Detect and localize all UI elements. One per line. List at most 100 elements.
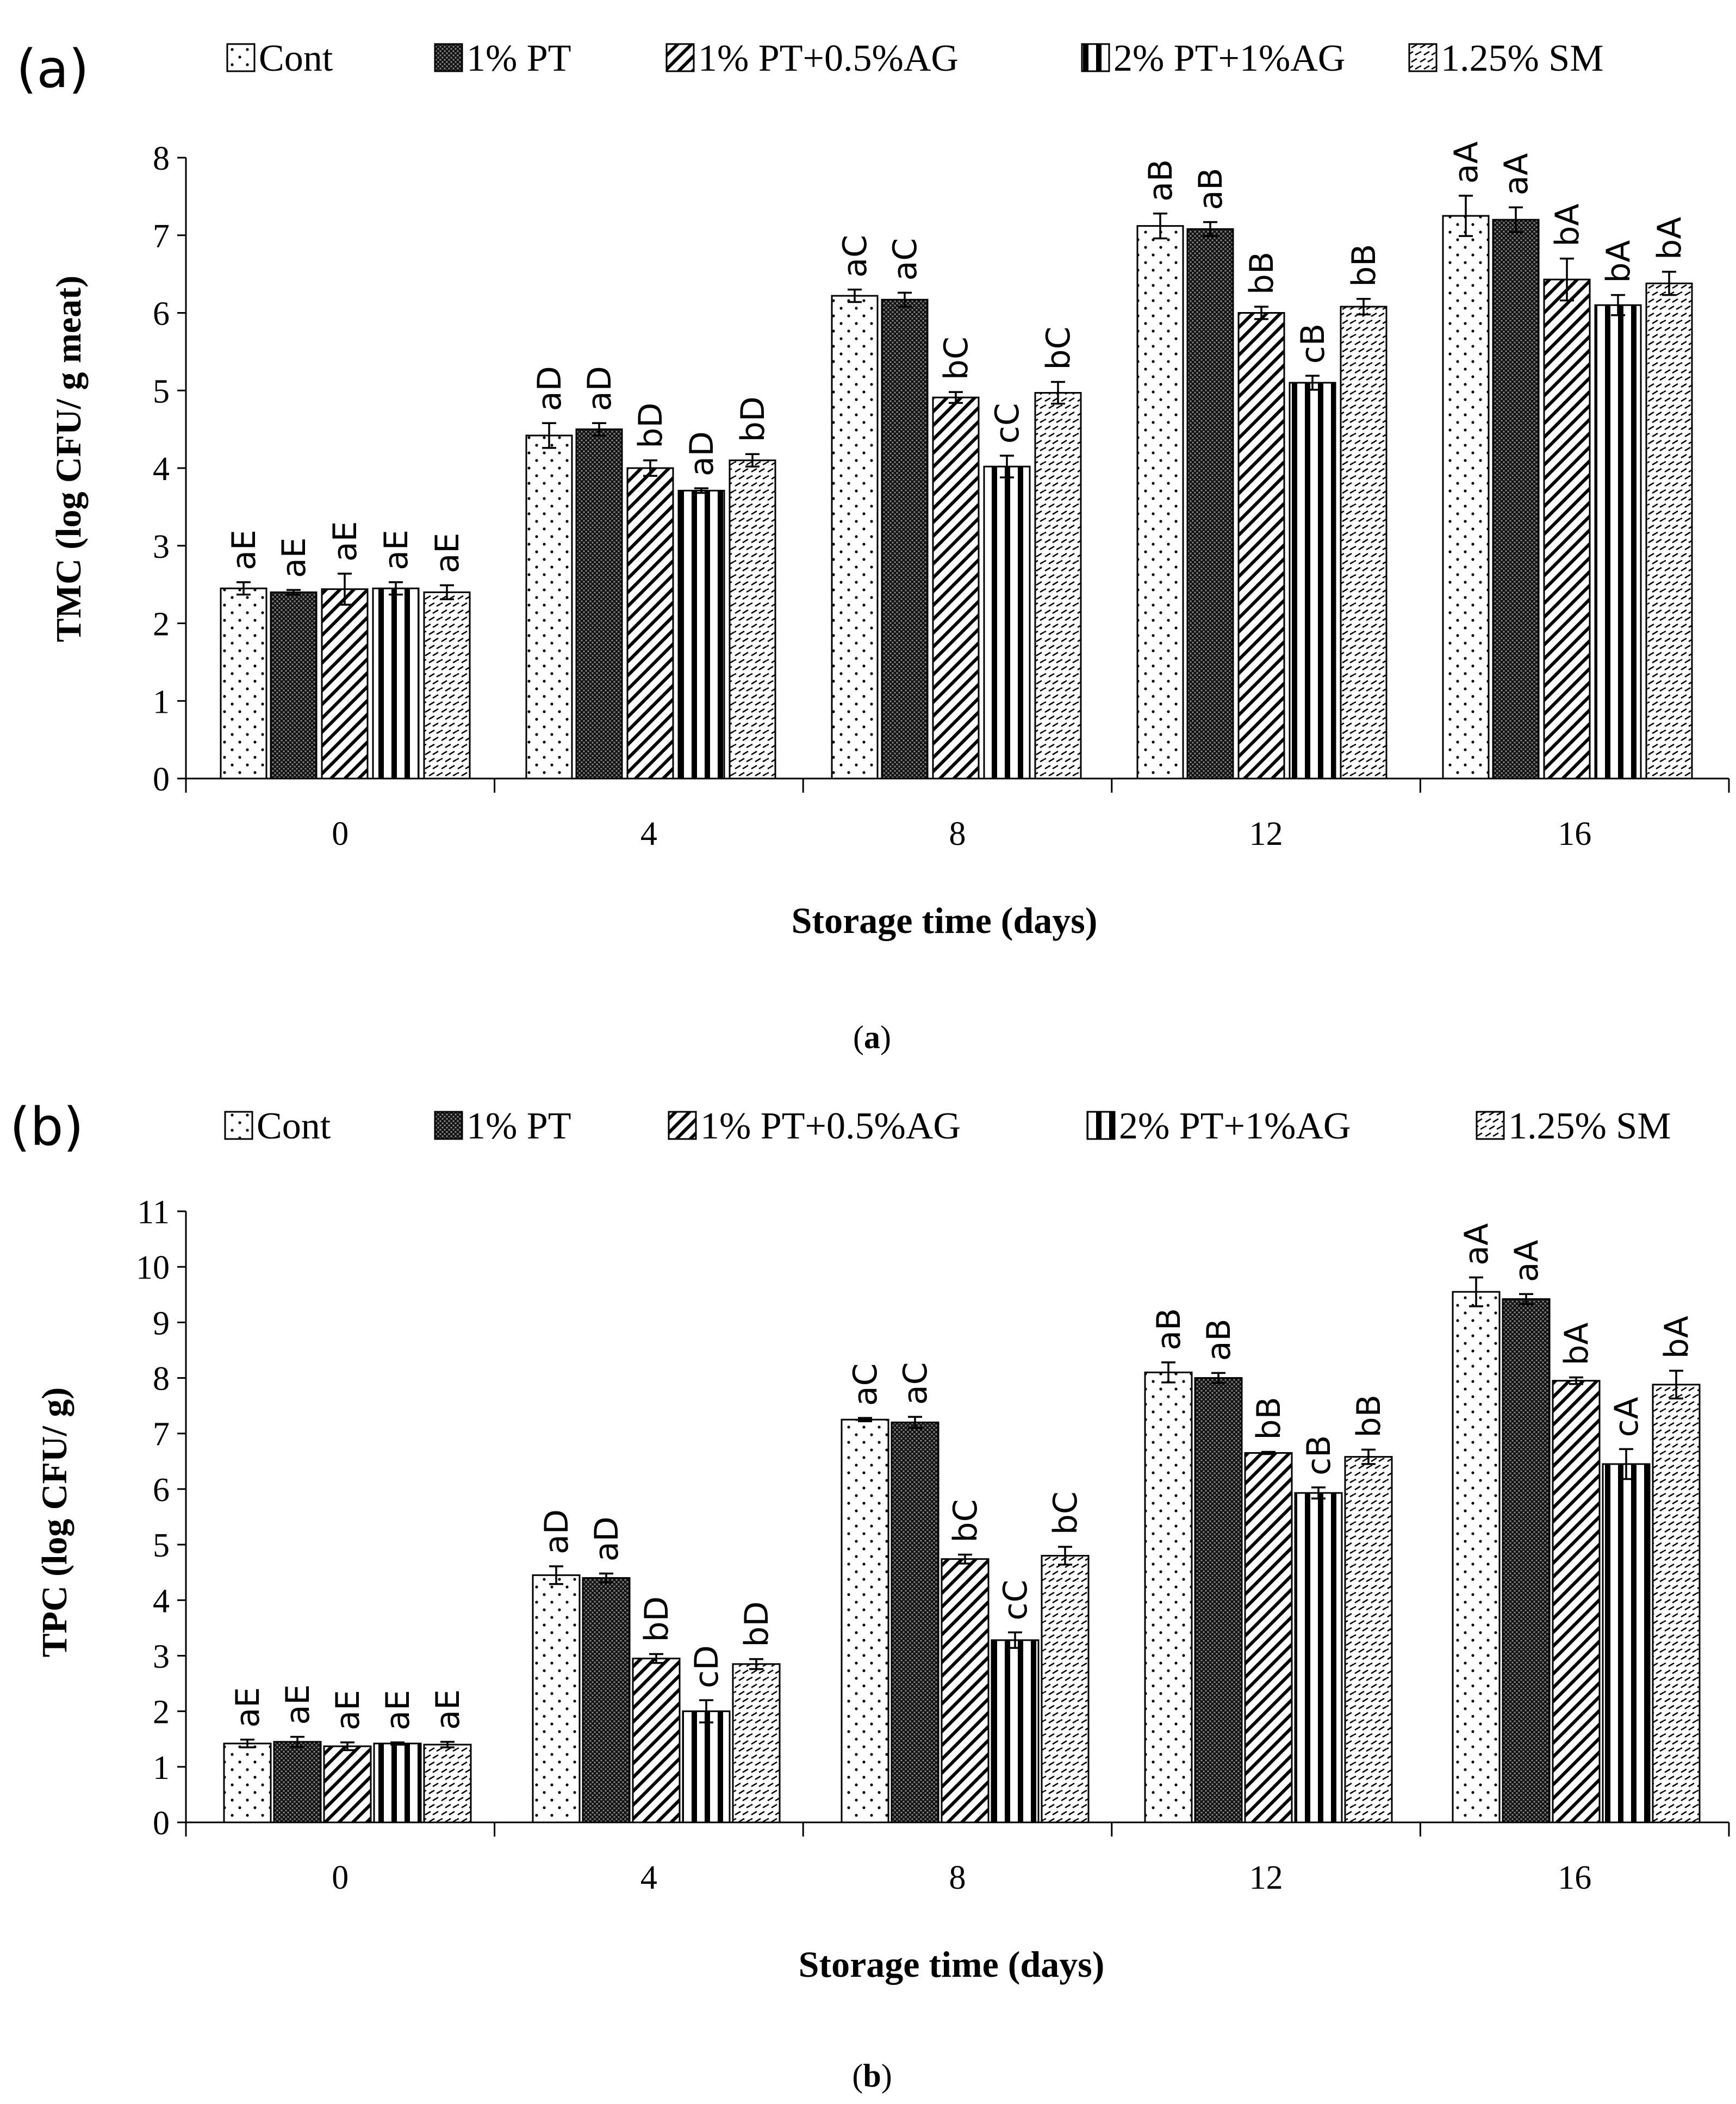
- bar: [321, 588, 369, 780]
- bar: [323, 1745, 372, 1823]
- y-tick-label: 7: [153, 218, 170, 255]
- bar: [831, 295, 879, 780]
- data-label: aD: [531, 366, 569, 411]
- y-tick-label: 5: [153, 373, 170, 410]
- y-axis-label: TPC (log CFU/ g): [35, 1387, 74, 1658]
- panel-label: (b): [10, 1097, 84, 1157]
- legend-label: Cont: [257, 1105, 331, 1147]
- data-label: aE: [229, 1687, 267, 1728]
- y-tick-label: 7: [153, 1416, 170, 1453]
- bar: [1442, 215, 1490, 780]
- bar: [1502, 1298, 1551, 1823]
- bar: [372, 587, 420, 780]
- bar: [1034, 392, 1082, 780]
- bar: [1340, 306, 1387, 780]
- y-tick-label: 2: [153, 606, 170, 643]
- data-label: aC: [847, 1363, 885, 1406]
- bar: [223, 1742, 272, 1823]
- data-label: bB: [1350, 1395, 1388, 1437]
- legend-label: Cont: [259, 38, 333, 79]
- data-label: aE: [279, 1684, 317, 1725]
- bar: [1041, 1555, 1090, 1823]
- x-tick-label: 4: [640, 1859, 657, 1896]
- bar: [841, 1418, 889, 1823]
- data-label: cD: [688, 1645, 726, 1688]
- data-label: bC: [947, 1499, 985, 1542]
- y-tick-label: 10: [136, 1249, 170, 1286]
- x-tick-label: 8: [949, 1859, 966, 1896]
- bar: [626, 467, 674, 780]
- data-label: bC: [937, 337, 975, 380]
- bar: [1194, 1377, 1243, 1823]
- bar: [677, 489, 725, 780]
- legend-swatch: [434, 1111, 463, 1140]
- data-label: cB: [1294, 323, 1332, 364]
- y-tick-label: 8: [153, 140, 170, 177]
- data-label: aE: [225, 530, 263, 570]
- panel-a: (a) Cont 1% PT 1% PT+0.5%AG 2% PT+1%AG 1.25%…: [16, 38, 1730, 1055]
- bar: [1543, 278, 1591, 780]
- x-tick-label: 4: [640, 816, 657, 852]
- legend: Cont 1% PT 1% PT+0.5%AG 2% PT+1%AG 1.25% SM: [226, 38, 1603, 79]
- data-label: aC: [836, 235, 874, 278]
- bar: [1289, 382, 1336, 780]
- x-tick-label: 0: [332, 816, 349, 852]
- bar: [1244, 1452, 1293, 1823]
- bar: [1186, 228, 1234, 780]
- legend-label: 1% PT: [466, 1105, 571, 1147]
- x-tick-label: 12: [1249, 816, 1283, 852]
- bar: [1645, 282, 1693, 780]
- data-label: bD: [734, 396, 772, 442]
- bar: [273, 1741, 322, 1823]
- y-tick-label: 2: [153, 1694, 170, 1731]
- x-tick-label: 12: [1249, 1859, 1283, 1896]
- data-label: aB: [1200, 1318, 1238, 1361]
- bar: [632, 1658, 681, 1823]
- legend-label: 1.25% SM: [1508, 1105, 1671, 1147]
- data-label: aE: [326, 521, 364, 562]
- bar: [1602, 1463, 1651, 1823]
- y-tick-label: 4: [153, 451, 170, 488]
- x-tick-label: 16: [1558, 1859, 1591, 1896]
- bar: [1594, 304, 1642, 780]
- legend-label: 1% PT+0.5%AG: [700, 1105, 961, 1147]
- legend-swatch: [1476, 1111, 1505, 1140]
- bar: [983, 465, 1031, 780]
- legend-swatch: [668, 1111, 697, 1140]
- bar: [1452, 1291, 1501, 1823]
- panel-b: (b) Cont 1% PT 1% PT+0.5%AG 2% PT+1%AG 1.25%…: [10, 1097, 1730, 2094]
- data-label: aD: [538, 1509, 576, 1554]
- y-tick-label: 0: [153, 1805, 170, 1842]
- legend-swatch: [1081, 43, 1110, 72]
- bar: [682, 1710, 731, 1823]
- data-label: bA: [1651, 217, 1689, 260]
- panel-label: (a): [16, 39, 89, 99]
- y-tick-label: 1: [153, 1750, 170, 1786]
- data-label: cC: [988, 403, 1026, 444]
- data-label: bD: [738, 1601, 776, 1647]
- data-label: aE: [377, 530, 415, 570]
- x-axis-label: Storage time (days): [792, 900, 1098, 941]
- data-label: cA: [1608, 1397, 1646, 1437]
- legend-label: 1.25% SM: [1441, 38, 1603, 79]
- data-label: aA: [1508, 1240, 1546, 1282]
- data-label: aE: [428, 533, 466, 574]
- data-label: bC: [1047, 1491, 1085, 1535]
- data-label: bB: [1345, 244, 1383, 287]
- y-tick-label: 3: [153, 1638, 170, 1675]
- legend-swatch: [434, 43, 463, 72]
- legend-label: 1% PT: [466, 38, 571, 79]
- bars: aE aD aC aB aA aE aD aC aB aA aE bD bC bB bA aE aD cC cB bA…: [220, 141, 1693, 780]
- data-label: aE: [429, 1689, 467, 1730]
- bar: [732, 1663, 781, 1823]
- y-tick-label: 8: [153, 1361, 170, 1398]
- data-label: bC: [1040, 327, 1078, 370]
- y-tick-label: 4: [153, 1583, 170, 1620]
- data-label: aD: [588, 1516, 626, 1561]
- data-label: bD: [638, 1596, 676, 1642]
- legend-swatch: [1086, 1111, 1116, 1140]
- x-axis-label: Storage time (days): [799, 1944, 1105, 1985]
- data-label: bA: [1600, 240, 1638, 283]
- bar: [1237, 312, 1285, 780]
